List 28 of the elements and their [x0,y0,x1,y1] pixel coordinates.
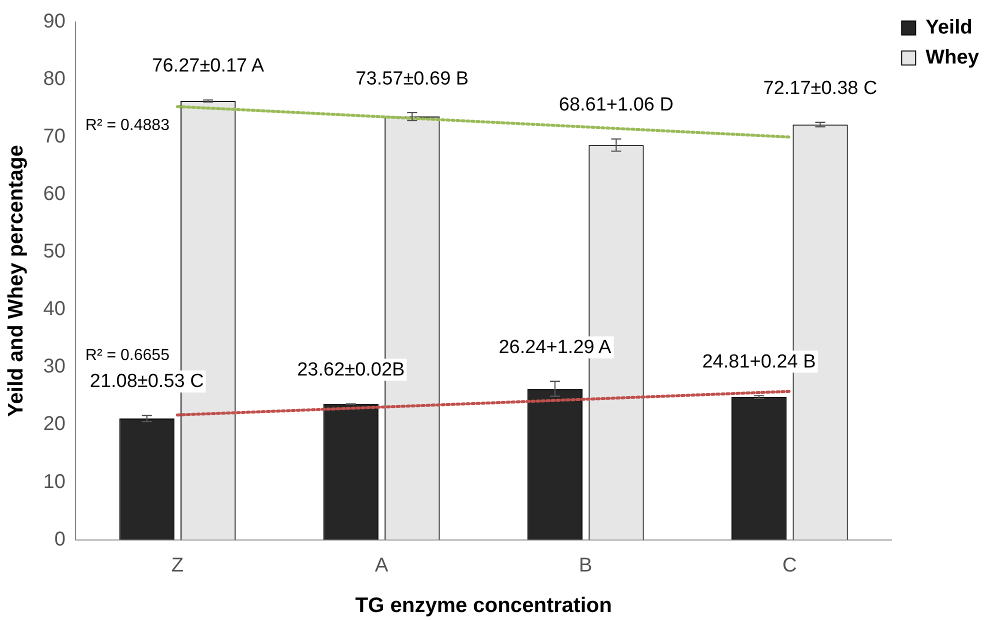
y-tick-label: 30 [43,356,66,378]
y-tick-label: 10 [43,470,66,493]
y-tick-label: 70 [43,126,66,148]
x-tick-label: B [578,554,592,576]
annotation: R² = 0.4883 [85,116,170,134]
y-tick-label: 50 [43,240,66,263]
data-label: 73.57±0.69 B [356,68,469,90]
x-tick-label: Z [171,554,184,576]
data-label: 76.27±0.17 A [152,56,264,77]
y-tick-label: 40 [43,298,66,320]
x-axis-title: TG enzyme concentration [355,594,612,618]
annotation: R² = 0.6655 [85,347,170,364]
x-tick-label: C [782,554,797,576]
data-label: 26.24+1.29 A [498,337,612,358]
y-tick-label: 60 [43,183,66,206]
y-axis-title: Yeild and Whey percentage [4,144,28,417]
data-label: 72.17±0.38 C [763,78,878,100]
legend-label: Yeild [926,16,972,39]
x-tick-label: A [374,554,389,576]
legend-label: Whey [926,46,980,69]
y-tick-label: 20 [43,413,66,436]
data-label: 24.81+0.24 B [702,351,816,372]
y-tick-label: 80 [43,68,66,90]
data-label: 23.62±0.02B [297,360,405,381]
data-label: 68.61+1.06 D [558,94,674,116]
y-tick-label: 90 [43,10,66,33]
data-label: 21.08±0.53 C [90,371,204,392]
y-tick-label: 0 [54,528,66,550]
